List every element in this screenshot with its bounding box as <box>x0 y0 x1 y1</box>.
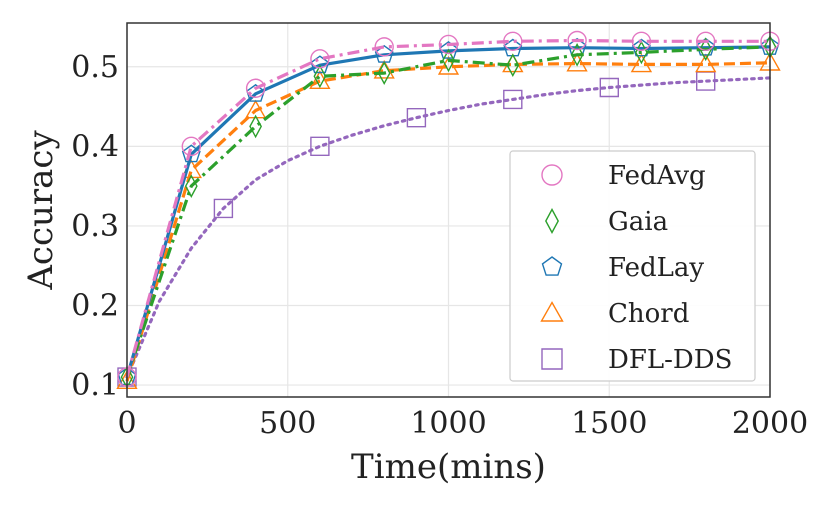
x-tick-label: 1500 <box>571 406 647 441</box>
data-point-dfl-dds <box>310 136 330 157</box>
data-point-fedlay <box>631 38 651 57</box>
data-point-dfl-dds <box>503 89 523 110</box>
data-point-fedlay <box>696 37 716 56</box>
data-point-dfl-dds <box>406 107 427 128</box>
legend-marker-gaia <box>545 208 559 234</box>
data-point-chord <box>309 70 331 90</box>
legend-marker-fedavg <box>541 164 563 186</box>
data-point-gaia <box>442 48 455 73</box>
data-point-fedavg <box>181 136 202 157</box>
series-line-gaia <box>125 45 771 378</box>
data-point-fedlay <box>246 83 266 102</box>
data-point-fedlay <box>439 41 458 59</box>
x-axis-title: Time(mins) <box>351 447 546 487</box>
legend-marker-dfl-dds <box>541 348 563 370</box>
legend-label-fedlay: FedLay <box>608 253 704 283</box>
y-tick-label: 0.1 <box>71 368 119 403</box>
data-point-chord <box>695 53 717 73</box>
ticks: 0 500 1000 1500 2000 0.1 0.2 0.3 0.4 0.5 <box>71 50 808 441</box>
data-point-fedavg <box>438 34 459 55</box>
data-point-chord <box>373 59 395 79</box>
legend-label-fedavg: FedAvg <box>608 161 706 191</box>
data-point-fedavg <box>374 37 394 57</box>
legend-label-chord: Chord <box>608 299 689 329</box>
series-line-chord <box>125 61 771 382</box>
series-layer <box>116 30 781 389</box>
x-tick-label: 1000 <box>410 406 486 441</box>
legend-box <box>509 150 756 382</box>
data-point-fedavg <box>696 31 716 52</box>
data-point-gaia <box>249 114 262 139</box>
data-point-fedavg <box>245 78 266 98</box>
x-tick-label: 500 <box>259 406 316 441</box>
data-point-fedavg <box>631 31 652 52</box>
data-point-fedavg <box>567 30 587 51</box>
legend-label-dfl-dds: DFL-DDS <box>608 345 732 375</box>
data-point-gaia <box>506 53 520 77</box>
data-point-gaia <box>313 64 327 89</box>
data-point-chord <box>566 52 588 72</box>
data-point-gaia <box>377 61 391 85</box>
series-line-fedavg <box>125 38 770 378</box>
plot-frame <box>126 22 771 398</box>
legend-label-gaia: Gaia <box>608 207 668 237</box>
series-chord <box>116 51 781 389</box>
data-point-fedavg <box>503 31 523 52</box>
legend-marker-fedlay <box>541 256 563 276</box>
data-point-dfl-dds <box>599 77 619 98</box>
y-tick-label: 0.2 <box>71 288 119 323</box>
data-point-chord <box>630 53 653 73</box>
data-point-gaia <box>184 174 198 198</box>
legend-marker-chord <box>540 301 564 322</box>
series-line-dfl-dds <box>125 76 772 379</box>
y-tick-label: 0.4 <box>71 129 119 164</box>
y-tick-label: 0.5 <box>71 50 119 85</box>
data-point-fedlay <box>310 55 330 74</box>
y-axis-title: Accuracy <box>21 130 61 291</box>
y-tick-label: 0.3 <box>71 209 119 244</box>
x-tick-label: 2000 <box>732 406 808 441</box>
data-point-fedavg <box>310 49 330 69</box>
data-point-dfl-dds <box>213 198 234 219</box>
legend: FedAvg Gaia FedLay Chord DFL-DDS <box>509 150 756 382</box>
data-point-gaia <box>570 43 584 67</box>
data-point-fedlay <box>181 144 201 163</box>
data-point-chord <box>244 99 267 119</box>
data-point-gaia <box>699 37 713 62</box>
data-point-chord <box>437 55 460 75</box>
x-tick-label: 0 <box>117 406 136 441</box>
